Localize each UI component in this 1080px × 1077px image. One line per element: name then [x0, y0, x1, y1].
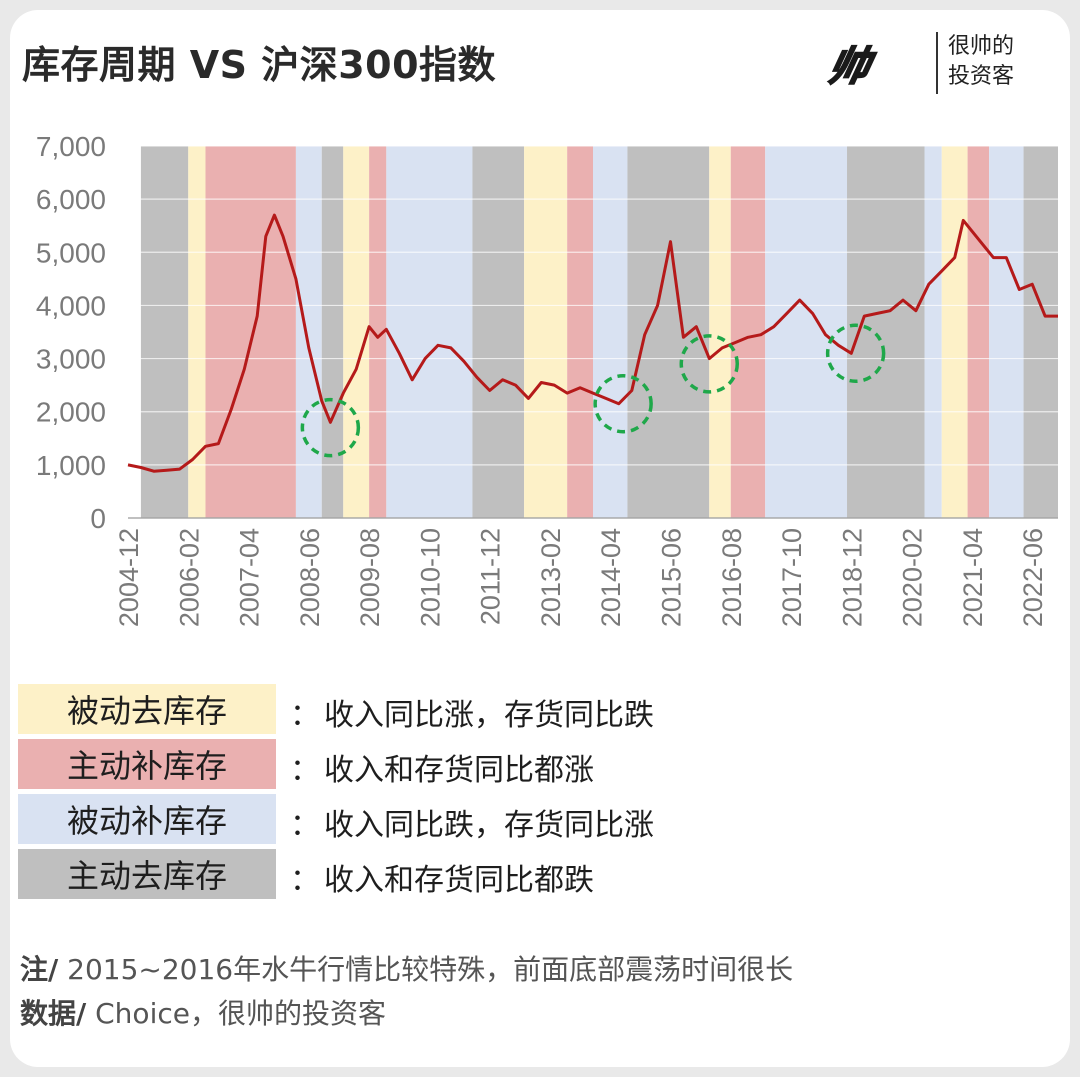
phase-band — [924, 146, 942, 518]
legend-item: 主动补库存 ：收入和存货同比都涨 — [18, 739, 818, 789]
legend-description: 收入和存货同比都跌 — [324, 863, 594, 898]
bottom-highlight-circle — [300, 397, 361, 458]
phase-band — [627, 146, 710, 518]
legend-swatch: 主动去库存 — [18, 849, 276, 899]
source-label: 数据/ — [20, 997, 87, 1030]
x-tick-label: 2021-04 — [958, 528, 988, 627]
brand-logo: 帅 很帅的 投资客 — [823, 26, 1050, 106]
x-tick-label: 2009-08 — [355, 528, 385, 627]
legend-swatch: 主动补库存 — [18, 739, 276, 789]
legend-item: 主动去库存 ：收入和存货同比都跌 — [18, 849, 818, 899]
phase-band — [765, 146, 848, 518]
brand-divider — [936, 32, 938, 94]
chart-title: 库存周期 VS 沪深300指数 — [22, 43, 497, 87]
legend-swatch: 被动去库存 — [18, 684, 276, 734]
phase-band — [593, 146, 628, 518]
x-tick-label: 2008-06 — [295, 528, 325, 627]
bottom-highlight-circle — [825, 323, 886, 384]
y-tick-label: 0 — [90, 503, 106, 534]
phase-band — [188, 146, 206, 518]
phase-band — [369, 146, 387, 518]
legend-description: 收入同比跌，存货同比涨 — [324, 808, 654, 843]
legend-colon: ： — [290, 698, 320, 733]
legend-colon: ： — [290, 753, 320, 788]
y-tick-label: 7,000 — [36, 131, 106, 162]
y-tick-label: 6,000 — [36, 184, 106, 215]
phase-band — [321, 146, 344, 518]
phase-band — [205, 146, 296, 518]
legend-item: 被动去库存 ：收入同比涨，存货同比跌 — [18, 684, 818, 734]
x-tick-label: 2018-12 — [837, 528, 867, 627]
x-tick-label: 2011-12 — [476, 528, 506, 625]
y-tick-label: 1,000 — [36, 450, 106, 481]
y-tick-label: 3,000 — [36, 344, 106, 375]
x-tick-label: 2015-06 — [657, 528, 687, 627]
y-tick-label: 4,000 — [36, 290, 106, 321]
phase-band — [1023, 146, 1058, 518]
x-tick-label: 2016-08 — [717, 528, 747, 627]
legend-description: 收入同比涨，存货同比跌 — [324, 698, 654, 733]
legend-colon: ： — [290, 863, 320, 898]
note-text: 2015~2016年水牛行情比较特殊，前面底部震荡时间很长 — [58, 953, 794, 986]
index-chart: 0 1,000 2,000 3,000 4,000 5,000 6,000 7,000 2004… — [36, 131, 1059, 627]
phase-band — [567, 146, 593, 518]
brand-name: 很帅的 投资客 — [948, 32, 1014, 92]
phase-band — [386, 146, 473, 518]
x-tick-label: 2006-02 — [174, 528, 204, 627]
x-tick-label: 2010-10 — [415, 528, 445, 627]
phase-band — [524, 146, 568, 518]
phase-band — [295, 146, 322, 518]
bottom-highlight-circle — [679, 334, 739, 394]
x-tick-label: 2014-04 — [596, 528, 626, 627]
phase-band — [140, 146, 189, 518]
legend-colon: ： — [290, 808, 320, 843]
brand-name-line1: 很帅的 — [948, 34, 1015, 59]
source-text: Choice，很帅的投资客 — [86, 997, 386, 1030]
x-tick-label: 2013-02 — [536, 528, 566, 627]
legend-item: 被动补库存 ：收入同比跌，存货同比涨 — [18, 794, 818, 844]
phase-band — [967, 146, 990, 518]
x-tick-label: 2017-10 — [777, 528, 807, 627]
x-tick-label: 2004-12 — [114, 528, 144, 627]
y-tick-label: 2,000 — [36, 397, 106, 428]
notes-block: 注/ 2015~2016年水牛行情比较特殊，前面底部震荡时间很长 数据/ Cho… — [20, 948, 793, 1036]
note-label: 注/ — [20, 953, 59, 986]
brand-name-line2: 投资客 — [948, 64, 1015, 89]
legend-description: 收入和存货同比都涨 — [324, 753, 594, 788]
phase-band — [941, 146, 968, 518]
note-line: 注/ 2015~2016年水牛行情比较特殊，前面底部震荡时间很长 — [20, 948, 793, 992]
phase-band — [989, 146, 1024, 518]
source-line: 数据/ Choice，很帅的投资客 — [20, 992, 793, 1036]
phase-band — [472, 146, 525, 518]
bottom-highlight-circle — [593, 373, 653, 434]
phase-band — [730, 146, 766, 518]
phase-band — [343, 146, 370, 518]
x-tick-label: 2022-06 — [1018, 528, 1048, 627]
x-tick-label: 2020-02 — [898, 528, 928, 627]
legend-swatch: 被动补库存 — [18, 794, 276, 844]
phase-band — [709, 146, 731, 518]
x-tick-label: 2007-04 — [235, 528, 265, 627]
index-line — [127, 213, 1058, 473]
y-tick-label: 5,000 — [36, 237, 106, 268]
